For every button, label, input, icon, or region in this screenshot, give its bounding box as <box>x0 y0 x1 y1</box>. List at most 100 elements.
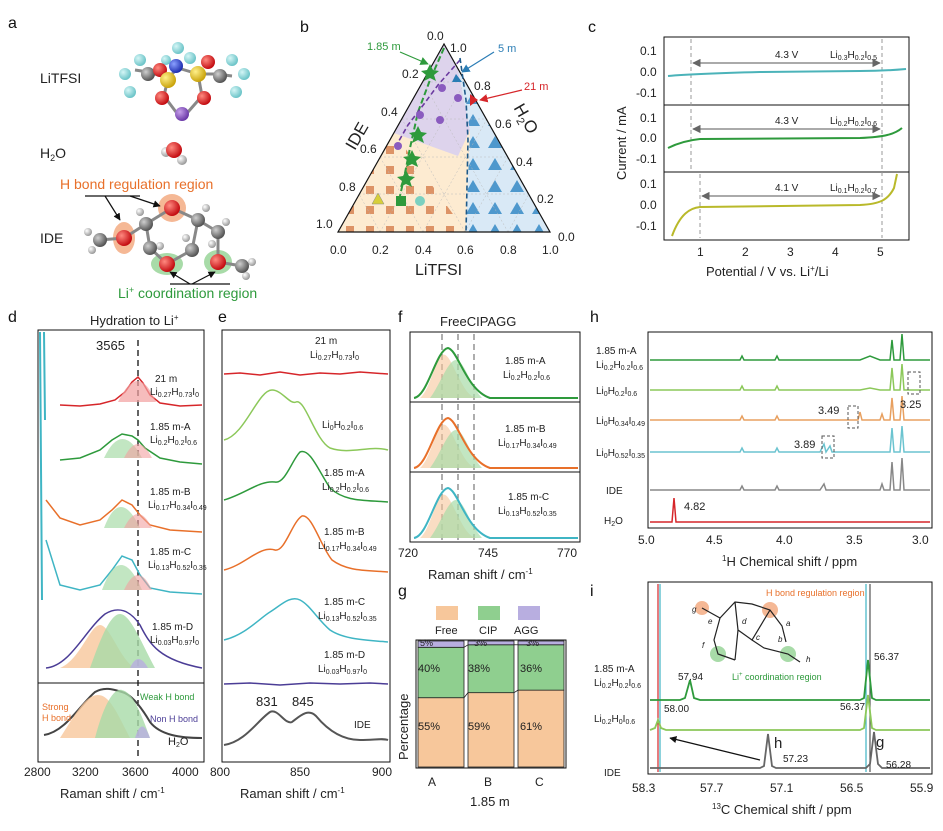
ternary-grid <box>358 81 530 233</box>
ternary-frame <box>336 42 552 233</box>
formula-c3: Li0.1H0.2I0.7 <box>830 183 877 195</box>
ternary-points <box>371 64 478 206</box>
purple-composition-line <box>395 59 461 147</box>
label-185m: 1.85 m <box>367 41 401 53</box>
svg-text:4: 4 <box>832 245 839 259</box>
svg-text:Raman shift / cm-1: Raman shift / cm-1 <box>240 786 345 801</box>
trace-li03 <box>667 68 907 77</box>
trace-d4 <box>45 539 203 595</box>
svg-text:Li0.2H0I0.6: Li0.2H0I0.6 <box>594 714 635 726</box>
ternary-ticks-left: 0.0 0.2 0.4 0.6 0.8 1.0 <box>316 29 444 231</box>
li-coordination-region-label: Li+ coordination region <box>118 285 257 301</box>
label-5m: 5 m <box>498 43 516 55</box>
svg-text:4.5: 4.5 <box>706 533 723 547</box>
panel-h: h 3.25 3.49 3.89 4.82 1.85 m-A Li0.2H0.2… <box>590 309 933 569</box>
peak-3565: 3565 <box>96 338 125 353</box>
svg-text:38%: 38% <box>468 663 490 675</box>
svg-text:3.0: 3.0 <box>912 533 929 547</box>
svg-text:1.85 m-B: 1.85 m-B <box>505 424 546 435</box>
svg-text:IDE: IDE <box>604 768 621 779</box>
trace-d3 <box>45 499 203 533</box>
svg-text:831: 831 <box>256 694 278 709</box>
svg-text:2: 2 <box>742 245 749 259</box>
svg-text:1.85 m-A: 1.85 m-A <box>594 664 635 675</box>
svg-text:3%: 3% <box>474 638 487 648</box>
svg-text:1.85 m-A: 1.85 m-A <box>505 356 546 367</box>
svg-text:Li0H0.52I0.35: Li0H0.52I0.35 <box>596 448 645 460</box>
svg-text:3.25: 3.25 <box>900 399 921 411</box>
svg-text:1: 1 <box>697 245 704 259</box>
trace-li02 <box>667 127 903 149</box>
panel-label-g: g <box>398 583 407 600</box>
svg-text:Li0.13H0.52I0.35: Li0.13H0.52I0.35 <box>318 611 377 623</box>
svg-text:1H Chemical shift / ppm: 1H Chemical shift / ppm <box>722 554 857 569</box>
svg-text:3600: 3600 <box>122 765 149 779</box>
panel-a: a LiTFSI H2O IDE <box>8 15 257 301</box>
trace-li01 <box>671 173 898 237</box>
svg-text:0.2: 0.2 <box>537 192 554 206</box>
svg-text:845: 845 <box>292 694 314 709</box>
svg-text:1.85 m-D: 1.85 m-D <box>152 622 193 633</box>
svg-text:61%: 61% <box>520 721 542 733</box>
svg-text:4.0: 4.0 <box>776 533 793 547</box>
panel-e-frame <box>221 329 391 763</box>
svg-text:Li0.13H0.52I0.35: Li0.13H0.52I0.35 <box>148 560 207 572</box>
svg-text:745: 745 <box>478 546 498 560</box>
svg-text:0.4: 0.4 <box>381 105 398 119</box>
svg-text:0.0: 0.0 <box>640 131 657 145</box>
svg-text:55.9: 55.9 <box>910 781 934 795</box>
trace-d5 <box>45 609 203 669</box>
svg-text:900: 900 <box>372 765 392 779</box>
svg-text:0.0: 0.0 <box>640 65 657 79</box>
svg-text:d: d <box>742 617 747 626</box>
litfsi-label: LiTFSI <box>40 70 81 86</box>
svg-text:0.6: 0.6 <box>457 243 474 257</box>
svg-text:FreeCIPAGG: FreeCIPAGG <box>440 314 516 329</box>
svg-text:1.0: 1.0 <box>316 217 333 231</box>
svg-text:H2O: H2O <box>604 516 623 528</box>
bar-agg-a <box>417 640 465 648</box>
svg-text:0.1: 0.1 <box>640 111 657 125</box>
svg-text:0.1: 0.1 <box>640 44 657 58</box>
svg-text:1.85 m: 1.85 m <box>470 794 510 809</box>
svg-text:Li0.27H0.73I0: Li0.27H0.73I0 <box>150 387 199 399</box>
svg-text:2800: 2800 <box>24 765 51 779</box>
svg-text:0.4: 0.4 <box>516 155 533 169</box>
formula-c1: Li0.3H0.2I0.5 <box>830 50 877 62</box>
svg-text:58.3: 58.3 <box>632 781 656 795</box>
svg-text:Li+ coordination region: Li+ coordination region <box>732 672 822 682</box>
ide-label: IDE <box>40 230 63 246</box>
svg-text:IDE: IDE <box>354 720 371 731</box>
svg-text:1.85 m-C: 1.85 m-C <box>324 597 365 608</box>
svg-text:4.82: 4.82 <box>684 501 705 513</box>
svg-text:Li0H0.2I0.6: Li0H0.2I0.6 <box>322 420 363 432</box>
svg-text:Li0H0.2I0.6: Li0H0.2I0.6 <box>596 386 637 398</box>
panel-c-xticks: 1 2 3 4 5 <box>697 245 884 259</box>
svg-text:4000: 4000 <box>172 765 199 779</box>
svg-text:0.4: 0.4 <box>415 243 432 257</box>
svg-text:1.85 m-C: 1.85 m-C <box>150 547 191 558</box>
svg-text:A: A <box>428 775 436 789</box>
panel-label-a: a <box>8 15 17 32</box>
svg-text:Li0.2H0.2I0.6: Li0.2H0.2I0.6 <box>503 370 550 382</box>
svg-text:Li0.17H0.34I0.49: Li0.17H0.34I0.49 <box>148 500 207 512</box>
svg-text:56.28: 56.28 <box>886 760 911 771</box>
panel-c: c 4.3 V 4.3 V 4.1 V Li0.3H0.2I0.5 Li0.2H… <box>588 19 910 279</box>
svg-text:h: h <box>806 655 811 664</box>
svg-text:Li0.13H0.52I0.35: Li0.13H0.52I0.35 <box>498 506 557 518</box>
svg-text:5: 5 <box>877 245 884 259</box>
blue-composition-line <box>459 57 469 233</box>
svg-text:Li0.2H0.2I0.6: Li0.2H0.2I0.6 <box>594 678 641 690</box>
svg-text:0.0: 0.0 <box>558 230 575 244</box>
svg-text:Li0.17H0.34I0.49: Li0.17H0.34I0.49 <box>318 541 377 553</box>
svg-text:AGG: AGG <box>514 625 538 637</box>
svg-text:0.6: 0.6 <box>495 117 512 131</box>
panel-d-xlabel: Raman shift / cm-1 <box>60 786 165 801</box>
svg-text:0.1: 0.1 <box>640 177 657 191</box>
svg-text:1.85 m-C: 1.85 m-C <box>508 492 549 503</box>
svg-text:56.37: 56.37 <box>874 652 899 663</box>
svg-text:Li0.2H0.2I0.6: Li0.2H0.2I0.6 <box>322 482 369 494</box>
svg-text:Free: Free <box>435 625 458 637</box>
svg-text:3200: 3200 <box>72 765 99 779</box>
